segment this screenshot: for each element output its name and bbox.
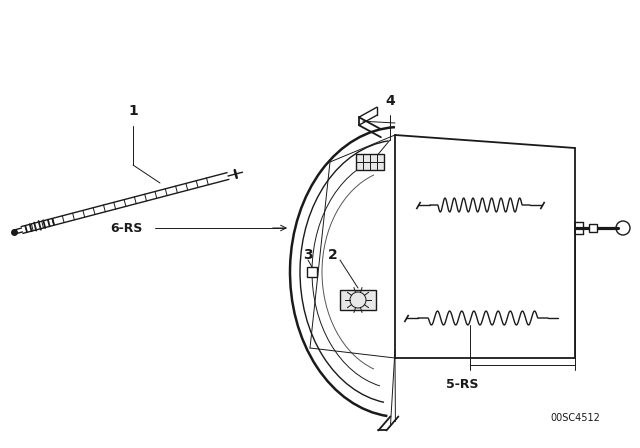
Bar: [356, 154, 384, 170]
Text: 3: 3: [303, 248, 313, 262]
Text: 2: 2: [328, 248, 338, 262]
Text: 5-RS: 5-RS: [445, 378, 478, 391]
Text: 00SC4512: 00SC4512: [550, 413, 600, 423]
Text: 6-RS: 6-RS: [110, 221, 142, 234]
Bar: [340, 290, 376, 310]
Bar: [589, 224, 597, 232]
Text: 1: 1: [128, 104, 138, 118]
Text: 4: 4: [385, 94, 395, 108]
Bar: [307, 267, 317, 277]
